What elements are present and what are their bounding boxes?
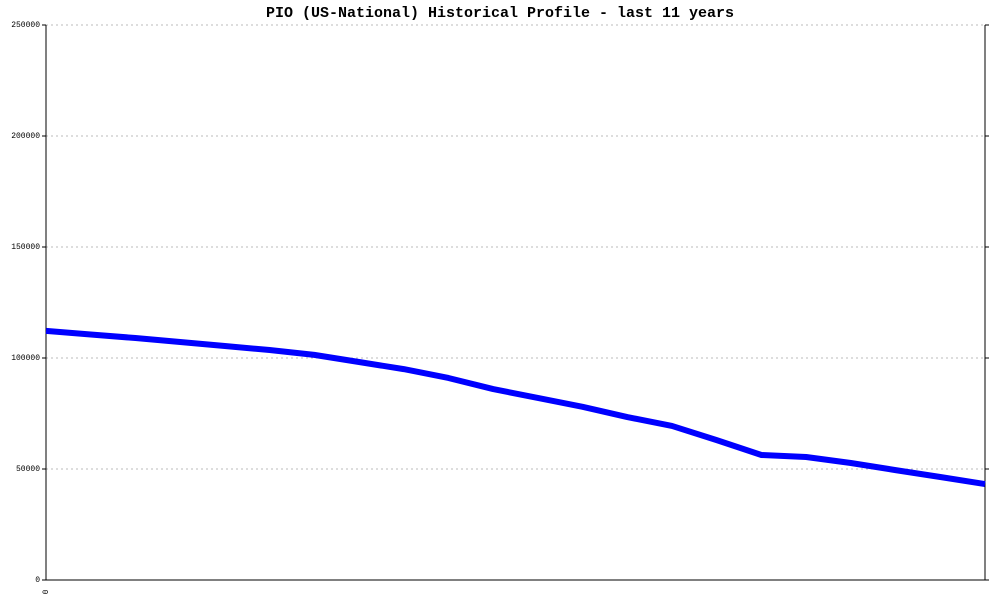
y-tick-label: 200000 — [11, 132, 40, 141]
y-tick-label: 250000 — [11, 21, 40, 30]
x-tick-label: 0 — [42, 589, 51, 594]
chart-title: PIO (US-National) Historical Profile - l… — [266, 5, 734, 22]
y-tick-label: 150000 — [11, 243, 40, 252]
y-tick-label: 0 — [35, 576, 40, 585]
y-tick-label: 50000 — [16, 465, 40, 474]
data-line — [45, 327, 986, 488]
y-tick-label: 100000 — [11, 354, 40, 363]
